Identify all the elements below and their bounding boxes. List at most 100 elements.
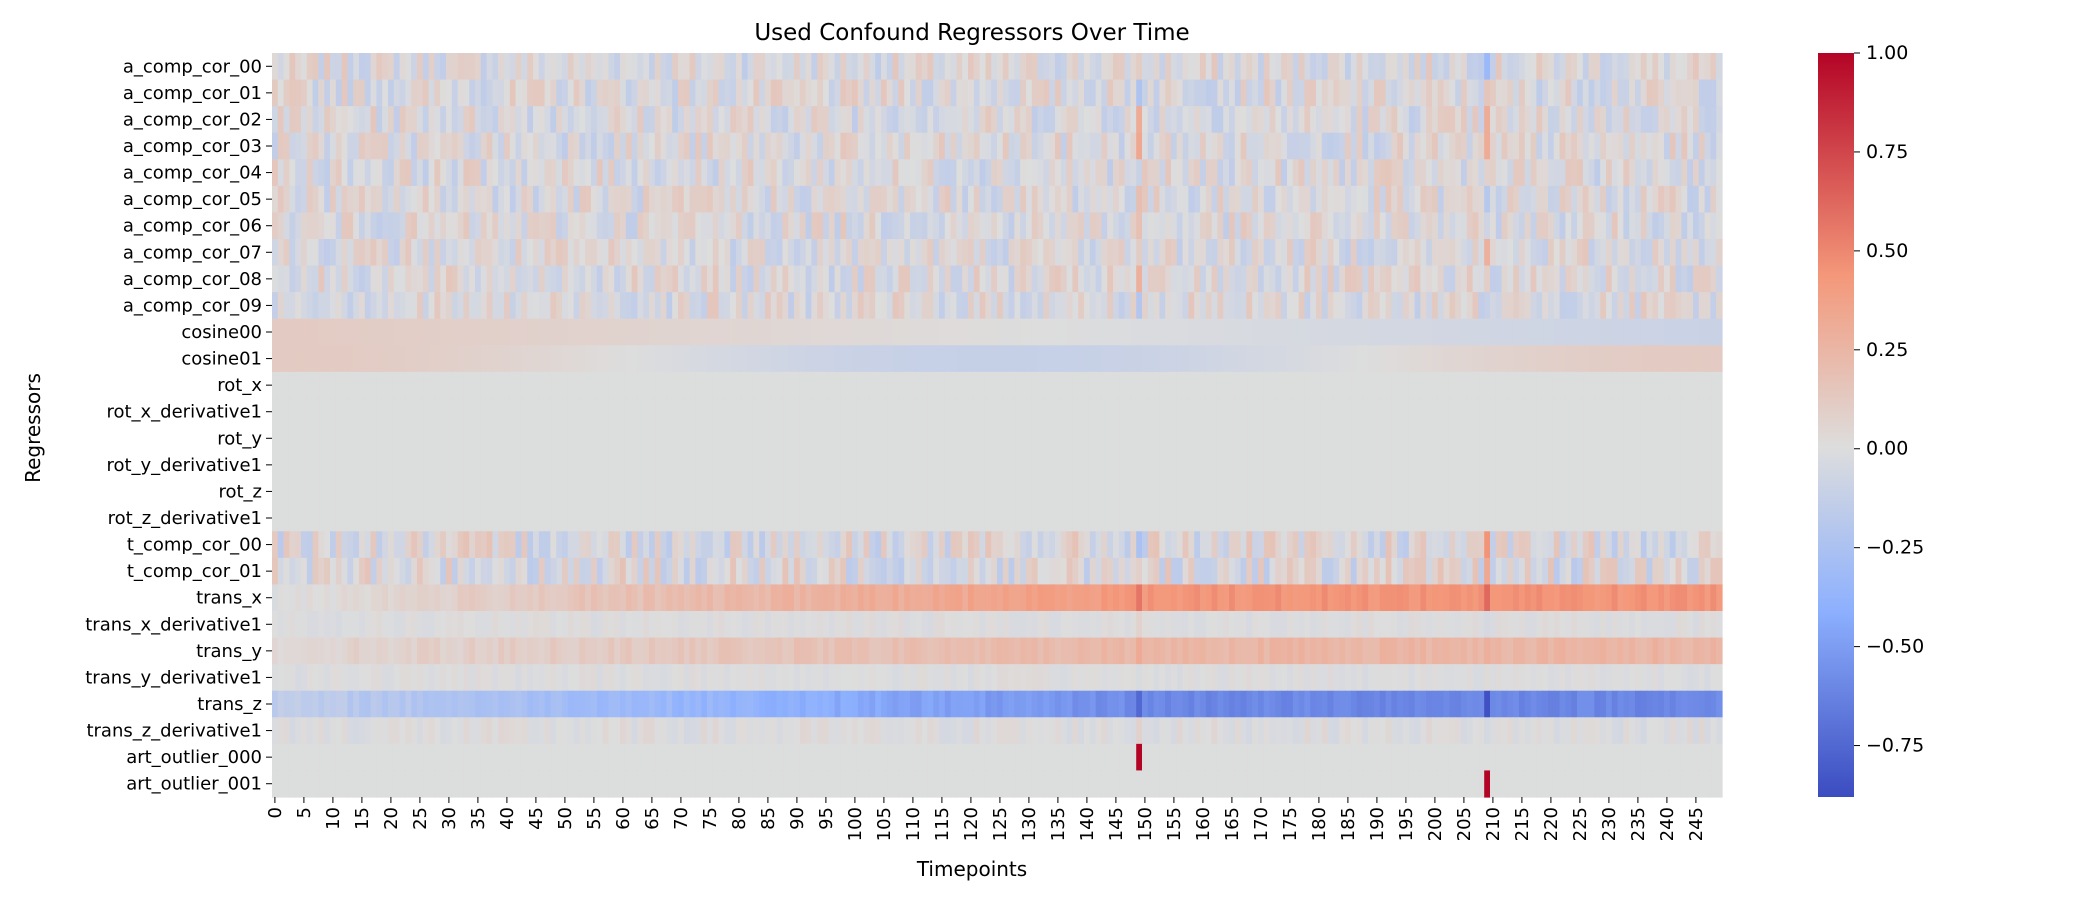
heatmap-cell bbox=[1623, 79, 1630, 107]
heatmap-cell bbox=[840, 79, 847, 107]
heatmap-cell bbox=[794, 557, 801, 586]
heatmap-cell bbox=[1298, 478, 1305, 506]
heatmap-cell bbox=[1298, 159, 1305, 187]
heatmap-cell bbox=[1571, 265, 1578, 293]
heatmap-cell bbox=[1345, 79, 1352, 107]
heatmap-cell bbox=[927, 185, 934, 214]
heatmap-cell bbox=[446, 159, 453, 187]
heatmap-cell bbox=[869, 265, 876, 293]
heatmap-cell bbox=[1716, 478, 1723, 506]
heatmap-cell bbox=[1710, 504, 1717, 532]
heatmap-cell bbox=[1397, 345, 1404, 373]
heatmap-cell bbox=[579, 159, 586, 187]
heatmap-cell bbox=[973, 106, 981, 134]
heatmap-cell bbox=[475, 345, 482, 373]
heatmap-cell bbox=[1495, 451, 1503, 479]
heatmap-cell bbox=[1565, 132, 1572, 160]
heatmap-cell bbox=[1461, 292, 1468, 320]
heatmap-cell bbox=[672, 451, 679, 479]
heatmap-cell bbox=[1571, 159, 1578, 187]
heatmap-cell bbox=[527, 212, 534, 240]
heatmap-cell bbox=[1252, 478, 1259, 506]
heatmap-cell bbox=[446, 292, 453, 320]
heatmap-cell bbox=[1321, 132, 1329, 160]
heatmap-cell bbox=[962, 398, 969, 426]
heatmap-cell bbox=[1507, 371, 1514, 400]
heatmap-cell bbox=[335, 132, 343, 160]
heatmap-cell bbox=[765, 79, 772, 107]
heatmap-cell bbox=[324, 132, 331, 160]
heatmap-cell bbox=[770, 371, 778, 400]
heatmap-cell bbox=[1490, 265, 1497, 293]
heatmap-cell bbox=[521, 451, 528, 479]
heatmap-cell bbox=[910, 478, 917, 506]
heatmap-cell bbox=[1200, 345, 1207, 373]
heatmap-cell bbox=[1449, 531, 1456, 559]
heatmap-cell bbox=[405, 371, 412, 400]
heatmap-cell bbox=[869, 557, 876, 586]
heatmap-cell bbox=[718, 159, 725, 187]
heatmap-cell bbox=[370, 451, 377, 479]
heatmap-cell bbox=[515, 53, 522, 81]
heatmap-cell bbox=[544, 79, 551, 107]
heatmap-cell bbox=[1588, 132, 1595, 160]
heatmap-cell bbox=[1553, 185, 1561, 214]
heatmap-cell bbox=[527, 504, 534, 532]
heatmap-cell bbox=[1408, 504, 1416, 532]
heatmap-cell bbox=[498, 265, 505, 293]
heatmap-cell bbox=[1182, 371, 1189, 400]
heatmap-cell bbox=[1420, 292, 1427, 320]
heatmap-cell bbox=[1687, 292, 1694, 320]
heatmap-cell bbox=[382, 106, 389, 134]
heatmap-cell bbox=[933, 159, 940, 187]
heatmap-cell bbox=[1159, 398, 1166, 426]
heatmap-cell bbox=[1060, 318, 1068, 346]
heatmap-cell bbox=[1577, 504, 1584, 532]
heatmap-cell bbox=[388, 504, 395, 532]
heatmap-cell bbox=[1263, 478, 1271, 506]
heatmap-cell bbox=[1530, 159, 1537, 187]
heatmap-cell bbox=[625, 79, 633, 107]
heatmap-cell bbox=[446, 451, 453, 479]
heatmap-cell bbox=[1124, 531, 1131, 559]
heatmap-cell bbox=[1084, 132, 1091, 160]
heatmap-cell bbox=[741, 345, 749, 373]
heatmap-cell bbox=[1600, 265, 1607, 293]
heatmap-cell bbox=[1263, 398, 1271, 426]
heatmap-cell bbox=[602, 265, 609, 293]
heatmap-cell bbox=[422, 478, 430, 506]
heatmap-cell bbox=[886, 79, 894, 107]
heatmap-cell bbox=[962, 265, 969, 293]
heatmap-cell bbox=[1403, 504, 1410, 532]
heatmap-cell bbox=[962, 478, 969, 506]
heatmap-cell bbox=[451, 371, 459, 400]
heatmap-cell bbox=[457, 106, 464, 134]
heatmap-cell bbox=[411, 478, 418, 506]
heatmap-cell bbox=[1171, 531, 1178, 559]
heatmap-cell bbox=[1374, 318, 1381, 346]
heatmap-cell bbox=[1501, 212, 1508, 240]
heatmap-cell bbox=[910, 159, 917, 187]
heatmap-cell bbox=[985, 106, 992, 134]
heatmap-cell bbox=[828, 292, 836, 320]
heatmap-cell bbox=[1652, 557, 1659, 586]
heatmap-cell bbox=[1629, 79, 1636, 107]
heatmap-cell bbox=[1211, 451, 1218, 479]
heatmap-cell bbox=[417, 292, 424, 320]
heatmap-cell bbox=[324, 212, 331, 240]
heatmap-cell bbox=[1356, 531, 1363, 559]
heatmap-cell bbox=[1275, 425, 1282, 453]
heatmap-cell bbox=[1472, 425, 1479, 453]
heatmap-cell bbox=[480, 239, 488, 267]
heatmap-cell bbox=[794, 212, 801, 240]
heatmap-cell bbox=[1008, 398, 1015, 426]
heatmap-cell bbox=[1617, 292, 1624, 320]
heatmap-cell bbox=[776, 265, 783, 293]
heatmap-cell bbox=[1385, 371, 1392, 400]
heatmap-cell bbox=[1089, 425, 1097, 453]
heatmap-cell bbox=[915, 239, 923, 267]
heatmap-cell bbox=[1408, 318, 1416, 346]
heatmap-cell bbox=[666, 371, 673, 400]
heatmap-cell bbox=[933, 398, 940, 426]
heatmap-cell bbox=[602, 345, 609, 373]
